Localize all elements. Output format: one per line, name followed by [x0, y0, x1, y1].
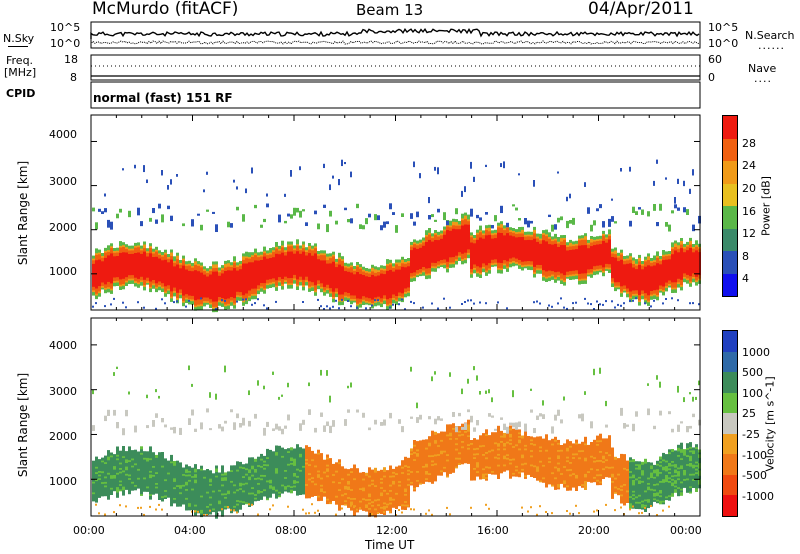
colorbar-segment [723, 454, 737, 475]
freq-label: Freq. [6, 54, 34, 67]
nave-legend: .... [754, 72, 772, 85]
colorbar-segment [723, 183, 737, 206]
colorbar-segment [723, 331, 737, 352]
power-cb-tick-24: 24 [742, 159, 756, 172]
xtick-4: 16:00 [477, 524, 509, 537]
colorbar-segment [723, 116, 737, 139]
xtick-1: 04:00 [174, 524, 206, 537]
colorbar-segment [723, 392, 737, 414]
vel-cb-tick-m500: -500 [742, 469, 767, 482]
colorbar-segment [723, 206, 737, 229]
nsearch-tick-bottom: 10^0 [708, 37, 739, 50]
colorbar-segment [723, 495, 737, 516]
nsky-legend-line [8, 46, 28, 47]
station-title: McMurdo (fitACF) [92, 0, 239, 19]
nsearch-line [90, 40, 700, 46]
colorbar-segment [723, 273, 737, 296]
power-ytick-4000: 4000 [49, 128, 77, 141]
cpid-panel-frame [90, 81, 701, 109]
nsky-tick-bottom: 10^0 [50, 37, 81, 50]
freq-tick-top: 18 [64, 53, 78, 66]
nave-tick-bottom: 0 [708, 71, 715, 84]
vel-cb-tick-m25: -25 [742, 428, 760, 441]
colorbar-segment [723, 351, 737, 373]
vel-cb-tick-1000: 1000 [742, 346, 770, 359]
vel-cb-tick-m100: -100 [742, 449, 767, 462]
cpid-label: CPID [6, 87, 36, 100]
nave-label: Nave [748, 62, 777, 75]
xtick-0: 00:00 [73, 524, 105, 537]
freq-unit-label: [MHz] [4, 66, 37, 79]
velocity-ytick-4000: 4000 [49, 339, 77, 352]
power-colorbar [722, 115, 738, 297]
power-cb-tick-16: 16 [742, 205, 756, 218]
colorbar-segment [723, 474, 737, 496]
power-ytick-3000: 3000 [49, 175, 77, 188]
vel-cb-tick-25: 25 [742, 407, 756, 420]
cpid-value: normal (fast) 151 RF [93, 91, 233, 105]
velocity-ytick-3000: 3000 [49, 385, 77, 398]
colorbar-segment [723, 433, 737, 455]
nsearch-tick-top: 10^5 [708, 21, 739, 34]
xtick-6: 00:00 [670, 524, 702, 537]
vel-cb-tick-m1000: -1000 [742, 490, 774, 503]
nsearch-legend: ...... [758, 39, 785, 52]
colorbar-segment [723, 413, 737, 434]
colorbar-segment [723, 372, 737, 393]
colorbar-segment [723, 228, 737, 251]
vel-cb-tick-100: 100 [742, 387, 763, 400]
colorbar-segment [723, 251, 737, 274]
xtick-5: 20:00 [578, 524, 610, 537]
power-cb-tick-8: 8 [742, 250, 749, 263]
colorbar-segment [723, 161, 737, 184]
power-heatmap-cells [92, 159, 701, 313]
power-cb-tick-20: 20 [742, 182, 756, 195]
velocity-ytick-2000: 2000 [49, 430, 77, 443]
vel-cb-tick-500: 500 [742, 366, 763, 379]
xlabel: Time UT [365, 538, 415, 552]
nsky-line [90, 27, 700, 39]
power-ytick-1000: 1000 [49, 265, 77, 278]
power-cb-tick-4: 4 [742, 272, 749, 285]
freq-panel-frame [90, 54, 701, 81]
power-cb-tick-28: 28 [742, 137, 756, 150]
velocity-ytick-1000: 1000 [49, 475, 77, 488]
beam-title: Beam 13 [356, 1, 424, 19]
date-title: 04/Apr/2011 [588, 0, 694, 19]
power-cb-tick-12: 12 [742, 227, 756, 240]
freq-tick-bottom: 8 [70, 71, 77, 84]
colorbar-segment [723, 138, 737, 161]
xtick-3: 12:00 [376, 524, 408, 537]
nsky-tick-top: 10^5 [50, 21, 81, 34]
power-ytick-2000: 2000 [49, 221, 77, 234]
velocity-heatmap-cells [92, 365, 701, 519]
nave-tick-top: 60 [708, 53, 722, 66]
nsearch-label: N.Search [745, 29, 795, 42]
nsky-label: N.Sky [3, 32, 35, 45]
velocity-colorbar [722, 330, 738, 517]
xtick-2: 08:00 [275, 524, 307, 537]
